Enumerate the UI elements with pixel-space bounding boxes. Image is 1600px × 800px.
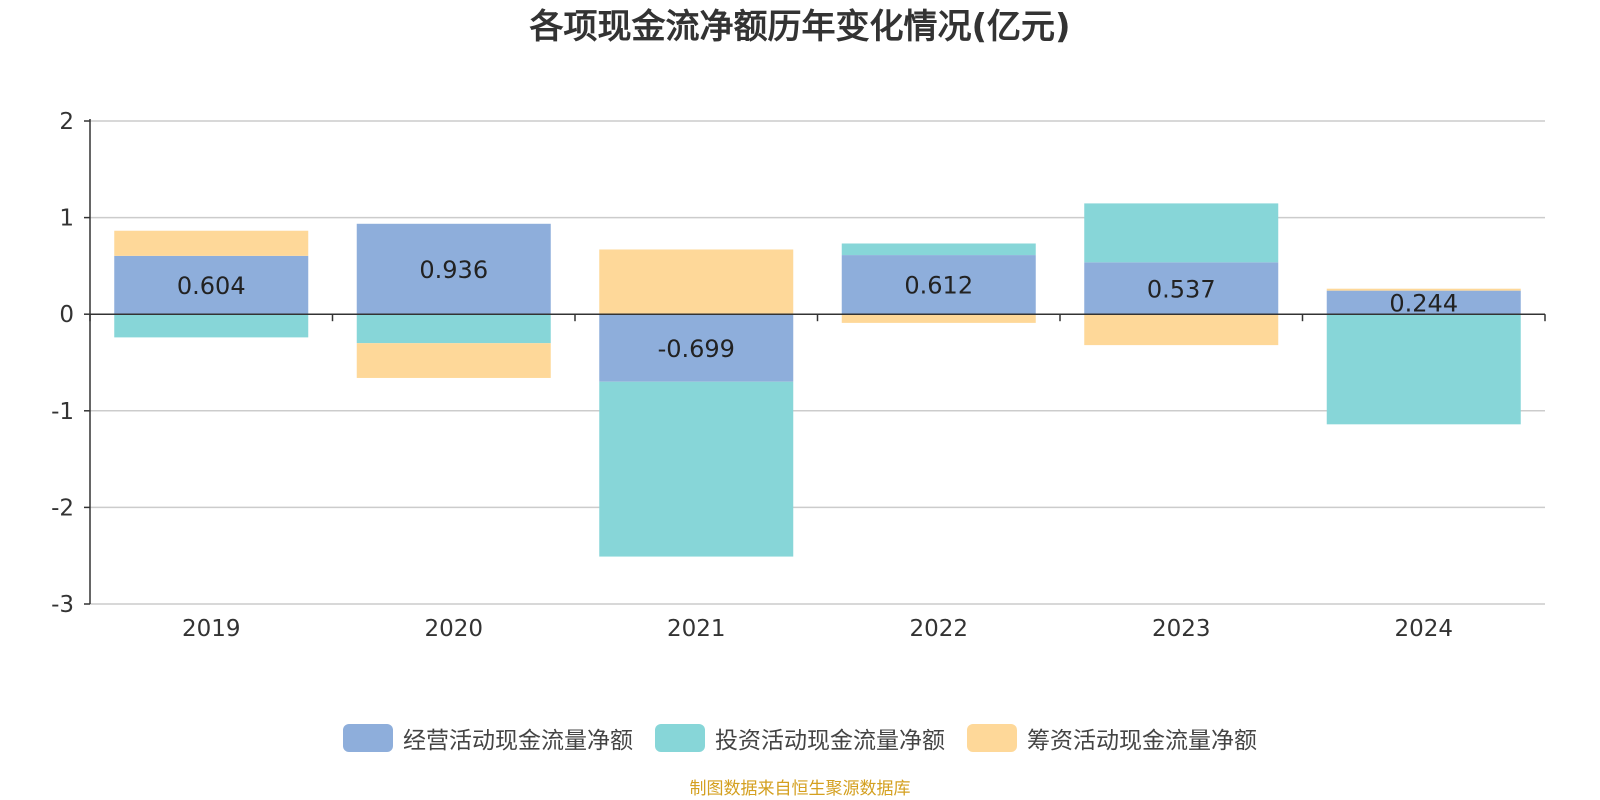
x-tick-label-2021: 2021 [667, 616, 726, 642]
bar-financing-2023 [1084, 314, 1279, 346]
grid-lines [90, 120, 1545, 605]
data-labels: 0.604 0.936 -0.699 0.612 0.537 0.244 [177, 256, 1458, 363]
bar-operating-2022 [841, 255, 1036, 315]
x-tick-label-2019: 2019 [182, 616, 241, 642]
x-tick-label-2023: 2023 [1152, 616, 1211, 642]
y-tick-label: 2 [59, 109, 74, 135]
bar-financing-2022 [841, 314, 1036, 323]
data-label-2019: 0.604 [177, 272, 246, 300]
y-tick-label: 1 [59, 206, 74, 232]
y-tick-label: 0 [59, 302, 74, 328]
bar-operating-2019 [114, 255, 309, 315]
bar-financing-2024 [1326, 288, 1521, 291]
bar-investing-2023 [1084, 203, 1279, 263]
legend-label-investing: 投资活动现金流量净额 [715, 728, 945, 754]
bar-investing-2022 [841, 243, 1036, 256]
bar-operating-2024 [1326, 290, 1521, 315]
y-tick-label: -2 [51, 495, 74, 521]
bar-investing-2019 [114, 314, 309, 338]
legend: 经营活动现金流量净额 投资活动现金流量净额 筹资活动现金流量净额 [0, 720, 1600, 756]
bar-investing-2024 [1326, 314, 1521, 425]
legend-item-financing[interactable]: 筹资活动现金流量净额 [967, 721, 1257, 755]
bar-financing-2020 [356, 343, 551, 378]
bar-operating-2020 [356, 223, 551, 315]
data-label-2024: 0.244 [1389, 289, 1458, 317]
x-tick-label-2024: 2024 [1394, 616, 1453, 642]
data-label-2022: 0.612 [904, 272, 973, 300]
bars [114, 203, 1521, 557]
legend-item-investing[interactable]: 投资活动现金流量净额 [655, 721, 945, 755]
data-label-2020: 0.936 [419, 256, 488, 284]
x-tick-label-2022: 2022 [909, 616, 968, 642]
bar-financing-2021 [599, 249, 794, 315]
axes: 2 1 0 -1 -2 -3 2019 2020 2021 2022 2023 2024 [51, 109, 1546, 642]
y-tick-label: -3 [51, 592, 74, 618]
x-tick-label-2020: 2020 [424, 616, 483, 642]
bar-investing-2021 [599, 381, 794, 557]
data-label-2023: 0.537 [1147, 275, 1216, 303]
legend-swatch-investing [655, 724, 705, 752]
bar-operating-2023 [1084, 262, 1279, 315]
legend-swatch-operating [343, 724, 393, 752]
data-source-note: 制图数据来自恒生聚源数据库 [689, 779, 911, 799]
bar-investing-2020 [356, 314, 551, 344]
y-tick-label: -1 [51, 399, 74, 425]
legend-swatch-financing [967, 724, 1017, 752]
legend-item-operating[interactable]: 经营活动现金流量净额 [343, 721, 633, 755]
data-label-2021: -0.699 [658, 335, 735, 363]
legend-label-financing: 筹资活动现金流量净额 [1027, 728, 1257, 754]
bar-financing-2019 [114, 230, 309, 256]
bar-operating-2021 [599, 314, 794, 382]
legend-label-operating: 经营活动现金流量净额 [403, 728, 633, 754]
chart-title: 各项现金流净额历年变化情况(亿元) [529, 7, 1071, 47]
